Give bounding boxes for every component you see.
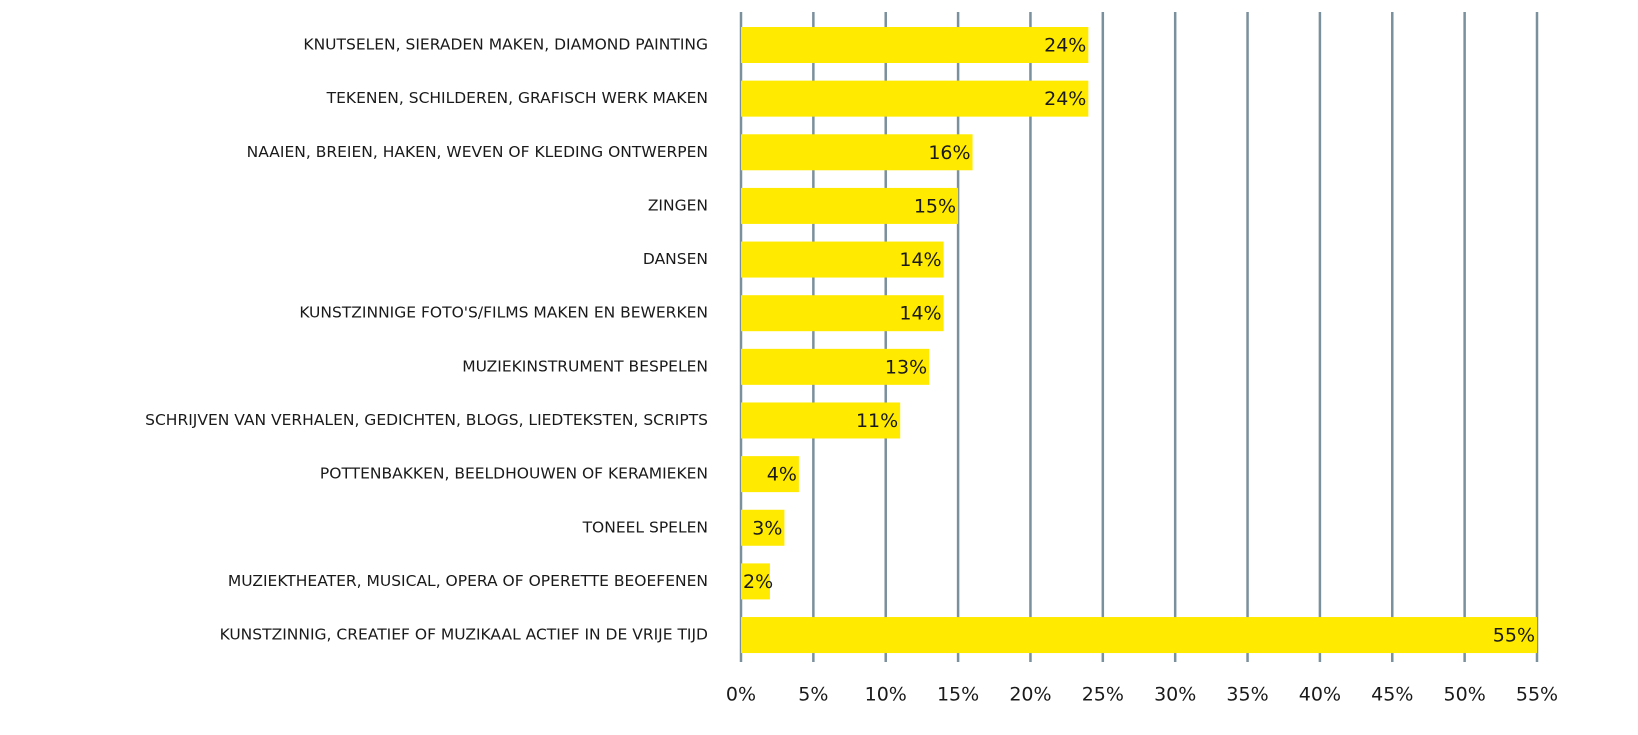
category-label: MUZIEKINSTRUMENT BESPELEN <box>462 357 708 375</box>
category-label: TEKENEN, SCHILDEREN, GRAFISCH WERK MAKEN <box>326 89 708 107</box>
value-label: 24% <box>1044 88 1086 110</box>
x-tick-label: 25% <box>1082 684 1124 706</box>
category-label: KUNSTZINNIGE FOTO'S/FILMS MAKEN EN BEWER… <box>299 304 708 322</box>
value-label: 15% <box>914 195 956 217</box>
category-label: ZINGEN <box>648 196 708 214</box>
x-tick-label: 55% <box>1516 684 1558 706</box>
value-label: 3% <box>752 517 782 539</box>
value-label: 4% <box>767 464 797 486</box>
value-label: 11% <box>856 410 898 432</box>
bar <box>741 348 930 385</box>
x-tick-label: 35% <box>1226 684 1268 706</box>
value-label: 14% <box>899 249 941 271</box>
category-label: KNUTSELEN, SIERADEN MAKEN, DIAMOND PAINT… <box>303 36 708 54</box>
bar <box>741 617 1537 654</box>
bar <box>741 563 770 600</box>
bar <box>741 187 959 224</box>
bar <box>741 80 1089 117</box>
bar <box>741 402 901 439</box>
category-label: MUZIEKTHEATER, MUSICAL, OPERA OF OPERETT… <box>228 572 708 590</box>
bar <box>741 509 785 546</box>
bar <box>741 27 1089 63</box>
category-label: DANSEN <box>643 250 708 268</box>
category-label: SCHRIJVEN VAN VERHALEN, GEDICHTEN, BLOGS… <box>145 411 708 429</box>
bar <box>741 134 973 171</box>
x-tick-label: 0% <box>726 684 756 706</box>
value-label: 16% <box>928 142 970 164</box>
x-tick-label: 30% <box>1154 684 1196 706</box>
category-label: POTTENBAKKEN, BEELDHOUWEN OF KERAMIEKEN <box>320 465 708 483</box>
value-label: 55% <box>1493 625 1535 647</box>
x-tick-label: 5% <box>798 684 828 706</box>
bar <box>741 456 799 493</box>
category-label: KUNSTZINNIG, CREATIEF OF MUZIKAAL ACTIEF… <box>220 626 708 644</box>
value-label: 13% <box>885 356 927 378</box>
category-label: TONEEL SPELEN <box>582 518 708 536</box>
x-tick-label: 40% <box>1299 684 1341 706</box>
x-tick-label: 10% <box>865 684 907 706</box>
value-label: 24% <box>1044 35 1086 57</box>
category-label: NAAIEN, BREIEN, HAKEN, WEVEN OF KLEDING … <box>247 143 708 161</box>
x-tick-label: 20% <box>1009 684 1051 706</box>
value-label: 14% <box>899 303 941 325</box>
x-tick-label: 45% <box>1371 684 1413 706</box>
bar <box>741 295 944 332</box>
value-label: 2% <box>743 571 773 593</box>
x-tick-label: 15% <box>937 684 979 706</box>
bar <box>741 241 944 278</box>
x-tick-label: 50% <box>1444 684 1486 706</box>
